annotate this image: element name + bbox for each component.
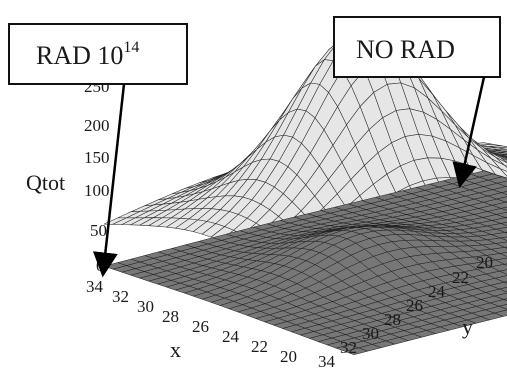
annotation-text: NO RAD bbox=[356, 35, 455, 64]
x-tick-label: 34 bbox=[86, 277, 104, 296]
z-tick-label: 150 bbox=[84, 148, 110, 167]
x-tick-label: 20 bbox=[280, 347, 297, 366]
x-tick-label: 24 bbox=[222, 327, 240, 346]
x-axis-label: x bbox=[170, 337, 181, 362]
x-tick-label: 30 bbox=[137, 297, 154, 316]
z-tick-label: 0 bbox=[96, 256, 105, 275]
y-tick-label: 22 bbox=[452, 268, 469, 287]
y-tick-label: 24 bbox=[428, 282, 446, 301]
x-tick-label: 26 bbox=[192, 317, 209, 336]
z-tick-label: 50 bbox=[90, 221, 107, 240]
y-tick-label: 20 bbox=[476, 253, 493, 272]
x-tick-label: 22 bbox=[251, 337, 268, 356]
y-axis-label: y bbox=[462, 314, 473, 339]
z-tick-label: 100 bbox=[84, 181, 110, 200]
x-tick-label: 28 bbox=[162, 307, 179, 326]
y-tick-label: 30 bbox=[362, 324, 379, 343]
annotation-arrow bbox=[104, 84, 124, 265]
z-axis: 250 200 150 100 50 0 Qtot bbox=[26, 77, 110, 275]
x-tick-label: 32 bbox=[112, 287, 129, 306]
y-tick-label: 34 bbox=[318, 352, 336, 369]
z-axis-label: Qtot bbox=[26, 170, 65, 195]
y-tick-label: 32 bbox=[340, 338, 357, 357]
z-tick-label: 200 bbox=[84, 116, 110, 135]
y-tick-label: 28 bbox=[384, 310, 401, 329]
y-tick-label: 26 bbox=[406, 296, 423, 315]
